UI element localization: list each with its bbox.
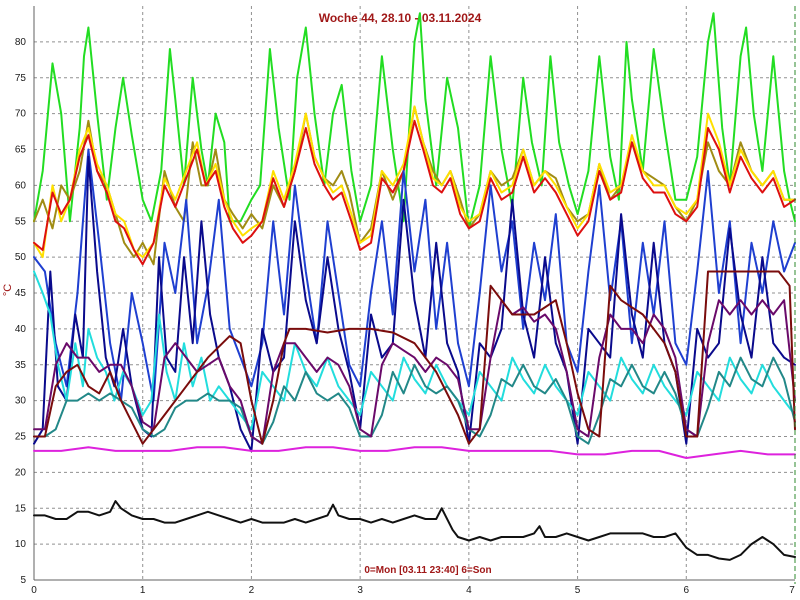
series-line-12 xyxy=(33,500,796,561)
x-tick-label: 6 xyxy=(684,585,690,596)
series-line-4 xyxy=(33,119,796,266)
chart-title: Woche 44, 28.10 - 03.11.2024 xyxy=(319,11,482,25)
series-lines xyxy=(33,12,796,561)
x-axis-label: 0=Mon [03.11 23:40] 6=Son xyxy=(364,565,491,576)
x-tick-label: 2 xyxy=(249,585,255,596)
series-line-1 xyxy=(33,12,796,230)
x-tick-label: 7 xyxy=(789,585,795,596)
y-tick-label: 40 xyxy=(15,324,27,335)
y-tick-label: 35 xyxy=(15,360,27,371)
series-line-6 xyxy=(33,155,796,452)
y-tick-label: 15 xyxy=(15,503,27,514)
series-line-8 xyxy=(33,356,796,445)
series-line-10 xyxy=(33,270,796,445)
y-tick-label: 30 xyxy=(15,396,27,407)
x-tick-label: 5 xyxy=(575,585,581,596)
series-line-3 xyxy=(33,105,796,259)
series-line-2 xyxy=(33,105,796,266)
y-tick-label: 80 xyxy=(15,37,27,48)
y-tick-label: 5 xyxy=(20,575,26,586)
y-tick-labels: 5 10 15 20 25 30 35 40 45 50 55 60 65 70 75 80 xyxy=(15,37,27,586)
series-line-9 xyxy=(33,299,796,445)
x-tick-label: 3 xyxy=(357,585,363,596)
y-tick-label: 75 xyxy=(15,73,27,84)
y-tick-label: 70 xyxy=(15,109,27,120)
y-axis-label: °C xyxy=(2,284,14,296)
x-tick-label: 4 xyxy=(466,585,472,596)
y-tick-label: 10 xyxy=(15,539,27,550)
series-line-5 xyxy=(33,148,796,402)
y-tick-label: 45 xyxy=(15,288,27,299)
series-line-11 xyxy=(33,446,796,459)
y-tick-label: 55 xyxy=(15,216,27,227)
y-tick-label: 60 xyxy=(15,180,27,191)
y-tick-label: 25 xyxy=(15,432,27,443)
x-tick-label: 1 xyxy=(140,585,146,596)
x-tick-labels: 0 1 2 3 4 5 6 7 xyxy=(31,585,795,596)
x-tick-label: 0 xyxy=(31,585,37,596)
y-tick-label: 65 xyxy=(15,145,27,156)
y-tick-label: 20 xyxy=(15,467,27,478)
y-tick-label: 50 xyxy=(15,252,27,263)
